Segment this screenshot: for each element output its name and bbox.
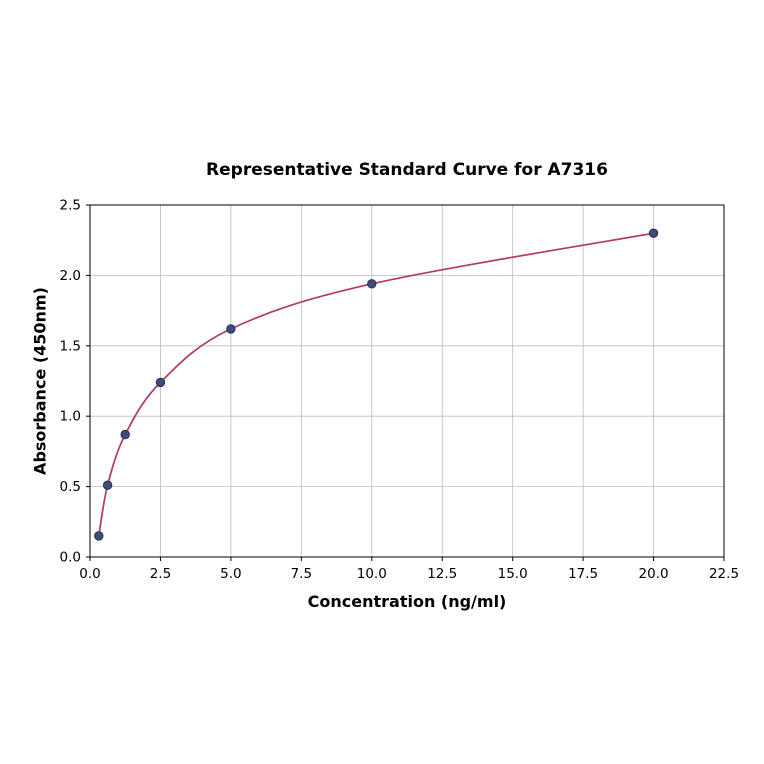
y-tick-label: 0.0 (60, 550, 81, 566)
data-point (102, 480, 113, 490)
fit-curve (97, 232, 654, 537)
data-point (94, 531, 104, 541)
x-tick-label: 15.0 (498, 566, 528, 582)
chart-title: Representative Standard Curve for A7316 (206, 160, 608, 180)
x-axis-label: Concentration (ng/ml) (307, 592, 507, 611)
x-tick-label: 22.5 (709, 566, 739, 582)
x-tick-label: 10.0 (357, 566, 387, 582)
data-point (226, 324, 236, 334)
y-tick-label: 2.0 (60, 268, 81, 284)
y-tick-label: 1.0 (60, 409, 81, 425)
axes-spines (89, 204, 725, 558)
x-tick-label: 12.5 (427, 566, 457, 582)
data-point (120, 429, 130, 440)
y-tick-label: 1.5 (60, 338, 81, 354)
x-tick-label: 7.5 (291, 566, 312, 582)
data-point (155, 377, 166, 388)
x-tick-label: 2.5 (150, 566, 171, 582)
y-tick-label: 0.5 (60, 479, 81, 495)
y-tick-label: 2.5 (60, 198, 81, 214)
x-tick-label: 17.5 (568, 566, 598, 582)
x-tick-label: 20.0 (639, 566, 669, 582)
x-tick-label: 5.0 (220, 566, 241, 582)
x-tick-label: 0.0 (79, 566, 100, 582)
data-point (648, 228, 659, 238)
data-point (367, 279, 377, 289)
